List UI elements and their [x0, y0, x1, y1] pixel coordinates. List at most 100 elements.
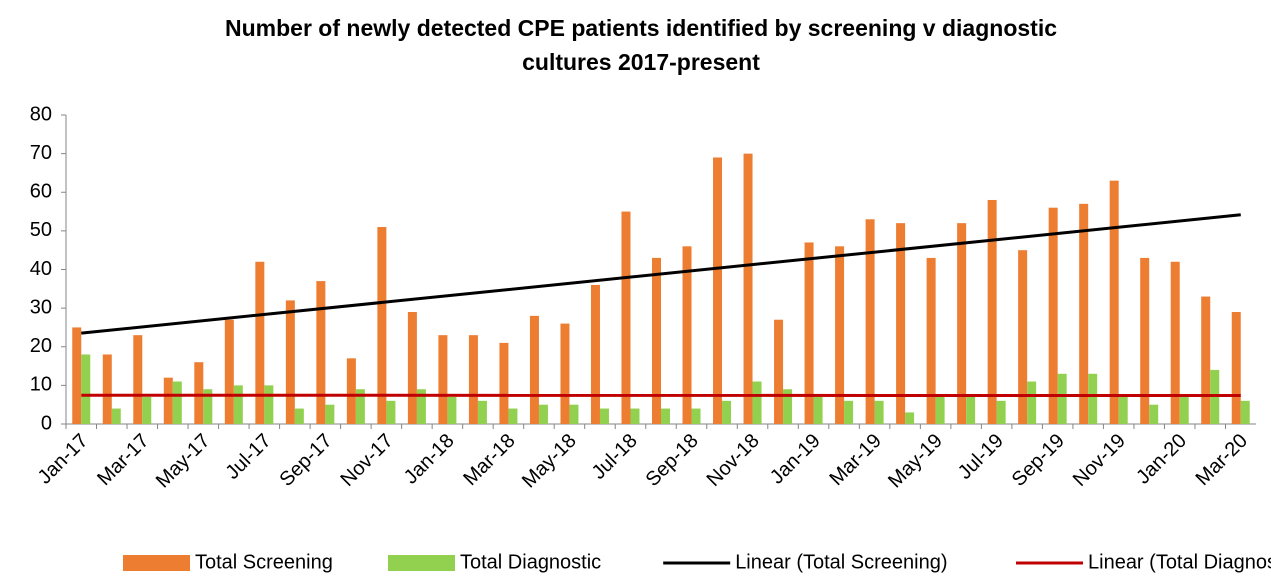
- bar: [255, 261, 265, 424]
- bar: [316, 281, 326, 424]
- bar: [194, 362, 204, 424]
- x-tick-label: Jul-19: [954, 430, 1008, 484]
- bar: [285, 300, 295, 424]
- bar: [1079, 203, 1089, 424]
- bar: [844, 400, 854, 424]
- y-tick-label: 60: [30, 181, 52, 203]
- bar: [1088, 373, 1098, 424]
- bar: [163, 377, 173, 424]
- x-tick-label: May-18: [518, 430, 581, 493]
- bar: [133, 335, 143, 424]
- x-tick-label: Sep-18: [642, 430, 703, 491]
- y-tick-label: 80: [30, 103, 52, 125]
- bar: [1240, 400, 1250, 424]
- bar: [804, 242, 814, 424]
- bar: [346, 358, 356, 424]
- x-tick-label: Mar-17: [93, 430, 153, 490]
- bar: [996, 400, 1006, 424]
- x-tick-label: Mar-20: [1192, 430, 1252, 490]
- bar: [774, 319, 784, 424]
- bar: [987, 199, 997, 424]
- bar: [438, 335, 448, 424]
- bar: [1118, 396, 1128, 424]
- y-tick-label: 10: [30, 374, 52, 396]
- bar: [325, 404, 335, 424]
- x-tick-label: Nov-19: [1069, 430, 1130, 491]
- bar: [560, 323, 570, 424]
- bar: [538, 404, 548, 424]
- bar: [874, 400, 884, 424]
- bar: [1018, 250, 1028, 424]
- y-tick-label: 50: [30, 219, 52, 241]
- bar: [630, 408, 640, 424]
- bar: [682, 246, 692, 424]
- bar: [508, 408, 518, 424]
- bar: [926, 257, 936, 424]
- bar: [1057, 373, 1067, 424]
- bar: [691, 408, 701, 424]
- bar: [477, 400, 487, 424]
- bar: [569, 404, 579, 424]
- bar: [722, 400, 732, 424]
- x-tick-label: Mar-19: [826, 430, 886, 490]
- x-tick-label: Jan-19: [766, 430, 825, 489]
- x-tick-label: Jan-17: [34, 430, 93, 489]
- bar: [957, 223, 967, 424]
- legend-label: Linear (Total Diagnostic): [1088, 551, 1271, 573]
- bar: [1109, 180, 1119, 424]
- bar: [72, 327, 82, 424]
- y-tick-label: 30: [30, 296, 52, 318]
- bar: [264, 385, 274, 424]
- bar: [1149, 404, 1159, 424]
- x-tick-label: Jul-17: [222, 430, 276, 484]
- bar: [1048, 207, 1058, 424]
- x-tick-label: Sep-17: [275, 430, 336, 491]
- bar: [355, 389, 365, 424]
- bar: [81, 354, 91, 424]
- bar: [407, 311, 417, 424]
- trend-line: [81, 213, 1241, 335]
- bar: [499, 342, 509, 424]
- bar: [203, 389, 213, 424]
- bar: [905, 412, 915, 424]
- bar: [752, 381, 762, 424]
- bar: [102, 354, 112, 424]
- bar: [142, 396, 152, 424]
- y-tick-label: 40: [30, 258, 52, 280]
- bar: [1140, 257, 1150, 424]
- x-tick-label: Jan-20: [1132, 430, 1191, 489]
- y-tick-label: 20: [30, 335, 52, 357]
- x-tick-label: Nov-18: [703, 430, 764, 491]
- y-tick-label: 70: [30, 142, 52, 164]
- x-tick-label: Jan-18: [400, 430, 459, 489]
- bar: [813, 396, 823, 424]
- bar: [447, 396, 457, 424]
- bar: [590, 284, 600, 424]
- bar: [224, 319, 234, 424]
- bar: [468, 335, 478, 424]
- bar: [416, 389, 426, 424]
- bar: [529, 315, 539, 424]
- bar: [294, 408, 304, 424]
- bar: [865, 219, 875, 424]
- bar: [713, 157, 723, 425]
- bar: [621, 211, 631, 424]
- bar: [1231, 311, 1241, 424]
- y-tick-label: 0: [41, 412, 52, 434]
- bar: [172, 381, 182, 424]
- bar: [599, 408, 609, 424]
- bar: [377, 227, 387, 424]
- bar: [652, 257, 661, 424]
- legend-swatch: [388, 555, 455, 571]
- x-tick-label: Sep-19: [1008, 430, 1069, 491]
- bar: [1027, 381, 1037, 424]
- bar: [966, 396, 976, 424]
- x-tick-label: May-19: [884, 430, 947, 493]
- x-tick-label: Jul-18: [588, 430, 642, 484]
- legend-swatch: [123, 555, 190, 571]
- bar: [386, 400, 396, 424]
- bar: [111, 408, 121, 424]
- legend-label: Linear (Total Screening): [735, 551, 947, 573]
- legend-label: Total Diagnostic: [460, 551, 601, 573]
